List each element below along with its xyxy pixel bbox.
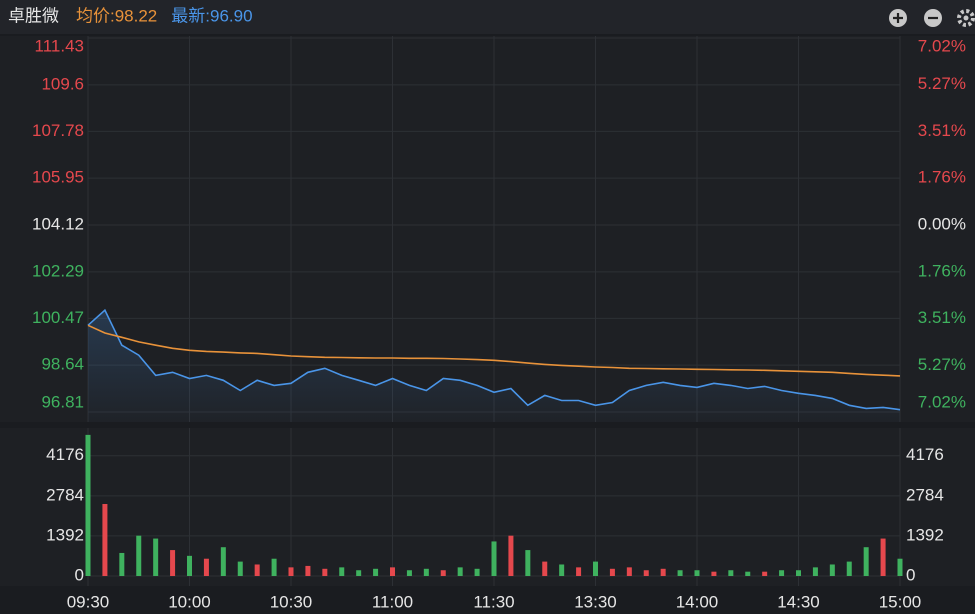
volume-bar [508, 535, 514, 576]
x-tick-label: 14:00 [676, 592, 719, 611]
volume-bar [423, 568, 429, 576]
volume-bar [457, 567, 463, 576]
y-tick-label: 107.78 [32, 121, 84, 140]
price-area [88, 310, 900, 422]
y-tick-label: 111.43 [35, 36, 84, 55]
zoom-in-icon[interactable] [889, 9, 907, 27]
y2-tick-label: 1.76% [918, 168, 966, 187]
volume-bar [762, 571, 768, 576]
volume-bar [119, 552, 125, 576]
header-bar [0, 0, 975, 34]
y2-tick-label: 5.27% [918, 74, 966, 93]
y-tick-label: 2784 [46, 485, 84, 504]
volume-bar [170, 550, 176, 576]
y2-tick-label: 7.02% [918, 392, 966, 411]
volume-bar [339, 567, 345, 576]
y2-tick-label: 7.02% [918, 36, 966, 55]
volume-bar [609, 568, 615, 576]
y-tick-label: 105.95 [32, 168, 84, 187]
y2-tick-label: 0 [906, 565, 915, 584]
x-tick-label: 09:30 [67, 592, 110, 611]
y-tick-label: 104.12 [32, 214, 84, 233]
volume-bar [880, 538, 886, 576]
volume-bar [220, 547, 226, 576]
volume-bar [829, 564, 835, 576]
y-tick-label: 1392 [46, 525, 84, 544]
legend-entry: 最新:96.90 [171, 6, 252, 25]
volume-bar [812, 567, 818, 576]
volume-bar [559, 564, 565, 576]
volume-panel [0, 428, 975, 586]
y-tick-label: 109.6 [41, 74, 84, 93]
volume-bar [271, 558, 277, 576]
y-tick-label: 98.64 [41, 355, 84, 374]
volume-bar [406, 570, 412, 576]
volume-bar [474, 568, 480, 576]
y2-tick-label: 3.51% [918, 121, 966, 140]
volume-bar [254, 564, 260, 576]
volume-bar [102, 504, 108, 576]
volume-bar [153, 538, 159, 576]
zoom-out-icon[interactable] [924, 9, 942, 27]
volume-bar [863, 547, 869, 576]
volume-bar [373, 568, 379, 576]
volume-bar [237, 561, 243, 576]
x-tick-label: 10:30 [270, 592, 313, 611]
volume-bar [728, 570, 734, 576]
volume-bar [626, 567, 632, 576]
volume-bar [288, 567, 294, 576]
volume-bar [745, 571, 751, 576]
volume-bar [796, 570, 801, 576]
settings-icon[interactable] [957, 9, 975, 27]
volume-bar [711, 571, 717, 576]
volume-bar [491, 541, 497, 576]
x-tick-label: 13:30 [574, 592, 617, 611]
volume-bar [779, 570, 785, 576]
volume-bar [356, 570, 362, 576]
volume-bar [203, 558, 209, 576]
y2-tick-label: 2784 [906, 485, 944, 504]
volume-bar [525, 550, 531, 576]
y-tick-label: 4176 [46, 445, 84, 464]
volume-bar [677, 570, 683, 576]
y-tick-label: 100.47 [32, 308, 84, 327]
series-line [87, 308, 901, 411]
volume-bar [897, 558, 903, 576]
y2-tick-label: 4176 [906, 445, 944, 464]
volume-bar [187, 555, 192, 576]
x-tick-label: 15:00 [879, 592, 922, 611]
volume-bar [660, 568, 666, 576]
volume-bar [846, 561, 852, 576]
price-panel [0, 36, 975, 422]
volume-bar [440, 570, 446, 576]
volume-bar [593, 561, 598, 576]
legend-entry: 均价:98.22 [76, 6, 157, 25]
volume-bar [322, 568, 328, 576]
volume-bar [390, 567, 395, 576]
volume-bar [85, 434, 91, 576]
y-tick-label: 102.29 [32, 261, 84, 280]
y2-tick-label: 1392 [906, 525, 944, 544]
x-tick-label: 14:30 [777, 592, 820, 611]
volume-bar [694, 570, 700, 576]
x-tick-label: 11:00 [372, 592, 413, 611]
volume-bar [542, 561, 548, 576]
y2-tick-label: 3.51% [918, 308, 966, 327]
x-tick-label: 10:00 [168, 592, 211, 611]
series-line [87, 324, 901, 377]
y-tick-label: 96.81 [41, 392, 84, 411]
y2-tick-label: 5.27% [918, 355, 966, 374]
volume-bar [305, 565, 311, 576]
x-tick-label: 11:30 [473, 592, 514, 611]
stock-name: 卓胜微 [8, 6, 59, 25]
volume-bar [136, 535, 142, 576]
y2-tick-label: 1.76% [918, 261, 966, 280]
y-tick-label: 0 [75, 565, 84, 584]
volume-bar [576, 567, 582, 576]
volume-bar [643, 570, 649, 576]
y2-tick-label: 0.00% [918, 214, 966, 233]
